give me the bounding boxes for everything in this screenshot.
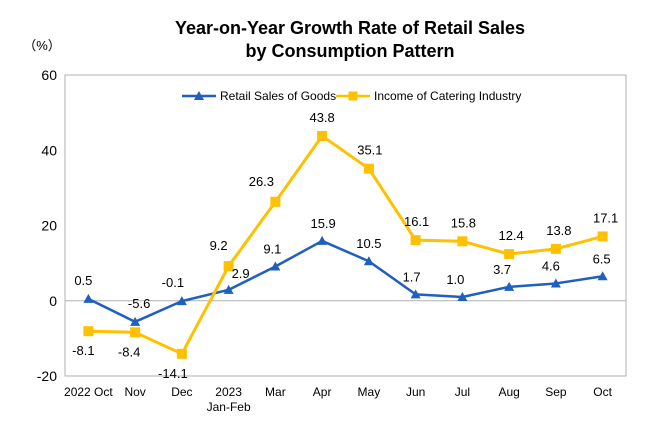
data-label-catering: 9.2 (210, 238, 228, 253)
x-tick-label: Mar (265, 385, 286, 399)
data-point-retail-goods (317, 235, 328, 245)
plot-area-frame (64, 74, 627, 377)
x-tick-label: Aug (498, 385, 519, 399)
x-tick-label: 2023 (215, 385, 242, 399)
data-label-catering: 26.3 (249, 174, 274, 189)
series-line-catering (88, 134, 604, 356)
data-label-catering: -8.1 (72, 343, 94, 358)
data-point-catering (410, 235, 421, 246)
data-point-retail-goods (597, 271, 608, 281)
legend-catering-marker (348, 91, 358, 101)
data-point-retail-goods (410, 289, 421, 299)
data-label-retail-goods: -5.6 (128, 296, 150, 311)
data-label-catering: -14.1 (158, 366, 188, 381)
data-point-catering (176, 348, 187, 359)
data-label-retail-goods: 9.1 (263, 242, 281, 257)
data-point-retail-goods (223, 284, 234, 294)
data-point-catering (223, 261, 234, 272)
data-point-retail-goods (130, 316, 141, 326)
data-label-retail-goods: 6.5 (593, 251, 611, 266)
series-layer (83, 130, 608, 359)
legend: Retail Sales of Goods Income of Catering… (182, 89, 521, 103)
y-tick-label: 40 (41, 142, 57, 158)
data-label-catering: 17.1 (593, 210, 618, 225)
data-point-retail-goods (83, 293, 94, 303)
data-point-catering (457, 236, 468, 247)
data-point-retail-goods (504, 281, 515, 291)
x-tick-label: Jul (455, 385, 470, 399)
chart-subtitle: by Consumption Pattern (245, 41, 454, 61)
data-point-catering (83, 326, 94, 337)
data-label-retail-goods: 1.0 (446, 272, 464, 287)
data-point-catering (504, 249, 515, 260)
data-label-retail-goods: 10.5 (356, 236, 381, 251)
data-label-retail-goods: -0.1 (162, 275, 184, 290)
data-point-retail-goods (270, 261, 281, 271)
y-unit-label: （%） (23, 38, 61, 53)
data-label-catering: 35.1 (357, 143, 382, 158)
data-label-retail-goods: 3.7 (493, 262, 511, 277)
data-point-retail-goods (457, 291, 468, 301)
data-label-catering: 12.4 (498, 228, 523, 243)
x-tick-label: Sep (545, 385, 567, 399)
x-tick-label: Nov (124, 385, 145, 399)
data-point-catering (317, 130, 328, 141)
y-tick-label: 0 (49, 293, 57, 309)
data-point-retail-goods (550, 278, 561, 288)
series-line-retail-goods (87, 239, 603, 324)
data-label-retail-goods: 0.5 (74, 273, 92, 288)
data-point-catering (270, 196, 281, 207)
data-label-catering: 15.8 (451, 215, 476, 230)
y-tick-label: 60 (41, 67, 57, 83)
x-tick-label: May (358, 385, 381, 399)
x-tick-label: 2022 Oct (64, 385, 113, 399)
y-tick-label: -20 (37, 368, 57, 384)
data-point-catering (550, 243, 561, 254)
legend-goods-marker (194, 91, 204, 100)
data-point-catering (363, 163, 374, 174)
data-point-catering (597, 231, 608, 242)
data-point-retail-goods (176, 296, 187, 306)
x-tick-label: Apr (313, 385, 332, 399)
data-label-catering: 13.8 (546, 223, 571, 238)
data-label-retail-goods: 15.9 (310, 216, 335, 231)
chart-title: Year-on-Year Growth Rate of Retail Sales (175, 18, 525, 38)
x-tick-label: Jan-Feb (207, 400, 251, 414)
x-tick-label: Oct (593, 385, 612, 399)
y-tick-label: 20 (41, 218, 57, 234)
legend-goods-label: Retail Sales of Goods (220, 89, 336, 103)
data-label-retail-goods: 2.9 (232, 266, 250, 281)
data-label-catering: 43.8 (309, 110, 334, 125)
data-point-catering (130, 327, 141, 338)
y-axis: -20 0 20 40 60 (37, 67, 57, 384)
x-tick-label: Dec (171, 385, 192, 399)
data-label-retail-goods: 1.7 (403, 269, 421, 284)
data-point-retail-goods (363, 256, 374, 266)
x-tick-label: Jun (406, 385, 425, 399)
data-label-catering: -8.4 (118, 344, 140, 359)
data-label-catering: 16.1 (404, 214, 429, 229)
data-labels: 0.5 -5.6 -0.1 2.9 9.1 15.9 10.5 1.7 1.0 3.7 4.6 6.5… (72, 110, 618, 381)
legend-catering-label: Income of Catering Industry (374, 89, 521, 103)
data-label-retail-goods: 4.6 (542, 258, 560, 273)
